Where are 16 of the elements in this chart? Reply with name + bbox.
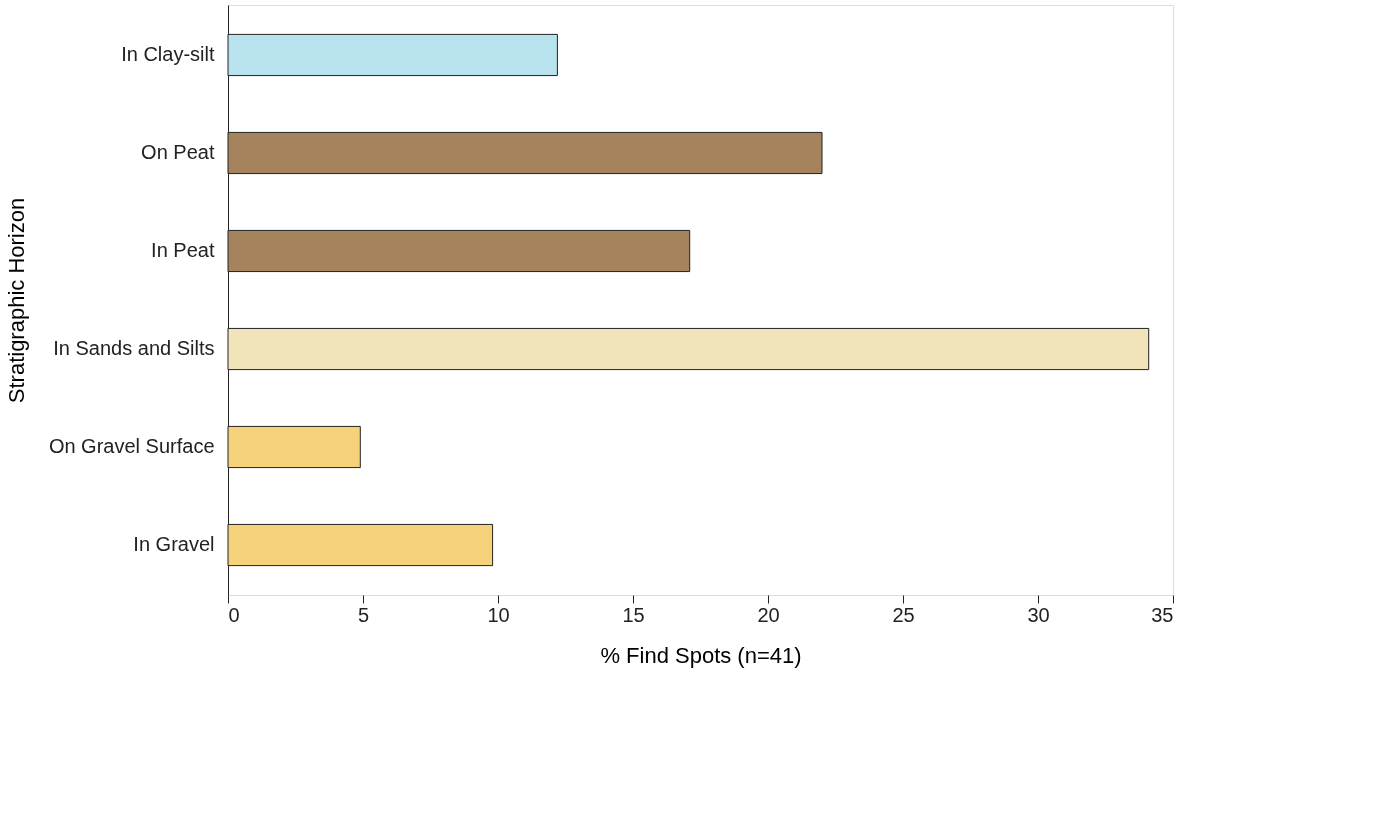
x-tick-label: 20 — [757, 603, 780, 626]
x-tick-label: 5 — [357, 603, 370, 626]
y-tick-label: In Peat — [151, 239, 215, 261]
x-tick-label: 30 — [1027, 603, 1050, 626]
y-axis-title: Stratigraphic Horizon — [3, 197, 29, 404]
y-tick-label: On Peat — [141, 140, 215, 163]
y-tick-label: In Sands and Silts — [53, 337, 215, 359]
x-tick-label: 10 — [487, 603, 510, 626]
x-tick-label: 35 — [1151, 603, 1174, 626]
x-tick-label: 25 — [892, 603, 915, 626]
x-axis-title: % Find Spots (n=41) — [600, 642, 802, 668]
x-tick-label: 15 — [622, 603, 645, 626]
y-tick-label: In Gravel — [133, 533, 215, 556]
x-tick-label: 0 — [228, 603, 240, 626]
y-tick-label: In Clay-silt — [121, 42, 215, 65]
y-tick-label: On Gravel Surface — [48, 435, 215, 458]
